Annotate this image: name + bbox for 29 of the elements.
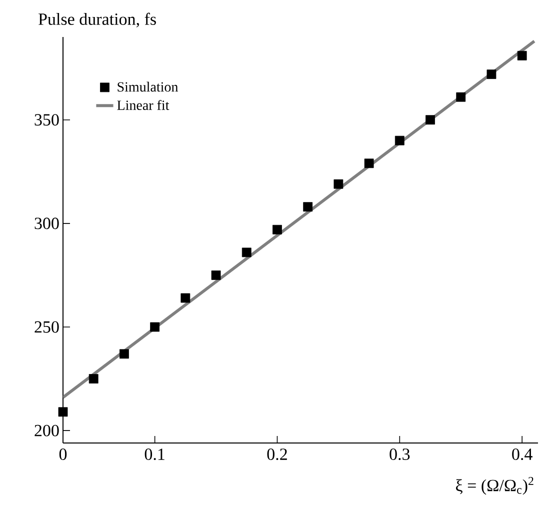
x-tick-label: 0.2 [267, 448, 287, 460]
legend-label: Simulation [118, 82, 178, 92]
x-tick-label: 0.3 [390, 448, 410, 460]
point [394, 136, 404, 146]
point [242, 248, 252, 258]
x-axis-title: ξ = (Ω/Ω$_{c}$)$^{2}$ [456, 476, 534, 495]
y-tick-label: 250 [34, 321, 59, 333]
legend-label: Linear fit [117, 100, 170, 110]
point [211, 270, 221, 280]
point [303, 202, 313, 212]
x-tick-label: 0 [59, 448, 67, 460]
point [334, 179, 344, 189]
y-tick-label: 200 [34, 424, 59, 436]
point [120, 349, 129, 359]
point [486, 70, 496, 79]
point [272, 224, 282, 234]
point [517, 50, 527, 60]
point [364, 158, 374, 168]
point [150, 322, 160, 332]
x-tick-label: 0.4 [512, 448, 532, 460]
point [180, 293, 190, 303]
y-axis-title: Pulse duration, fs [38, 12, 156, 28]
x-tick-label: 0.1 [144, 448, 164, 460]
y-tick-label: 300 [34, 218, 59, 230]
point [456, 92, 466, 102]
point [426, 115, 435, 125]
point [88, 374, 98, 384]
y-tick-label: 350 [34, 114, 59, 126]
point [58, 407, 68, 417]
